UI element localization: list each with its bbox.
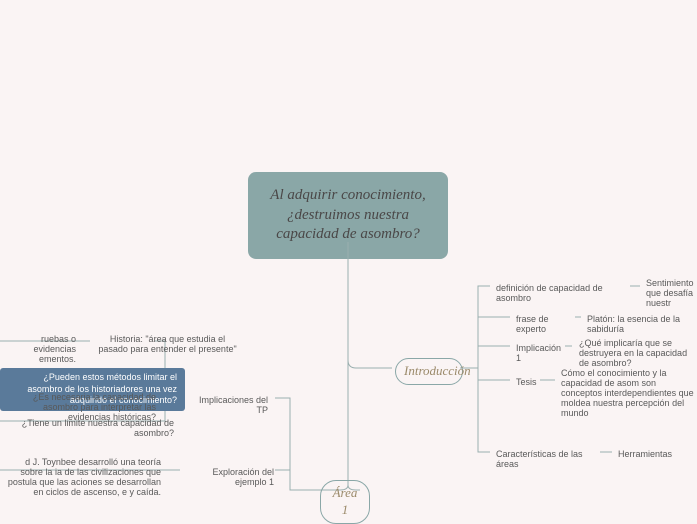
intro-frase[interactable]: frase de experto — [512, 312, 582, 336]
intro-definicion[interactable]: definición de capacidad de asombro — [492, 281, 632, 305]
section-introduccion[interactable]: Introducción — [395, 358, 463, 385]
area1-implicaciones[interactable]: Implicaciones del TP — [182, 393, 272, 417]
area1-historia: Historia: "área que estudia el pasado pa… — [90, 332, 245, 356]
area1-toynbee: d J. Toynbee desarrolló una teoría sobre… — [0, 455, 165, 499]
intro-caracteristicas[interactable]: Características de las áreas — [492, 447, 602, 471]
section-area1[interactable]: Área 1 — [320, 480, 370, 524]
intro-frase-detail: Platón: la esencia de la sabiduría — [583, 312, 697, 336]
area1-exploracion[interactable]: Exploración del ejemplo 1 — [178, 465, 278, 489]
intro-caracteristicas-detail: Herramientas — [614, 447, 674, 461]
intro-implicacion1[interactable]: Implicación 1 — [512, 341, 572, 365]
intro-tesis-detail: Cómo el conocimiento y la capacidad de a… — [557, 366, 697, 420]
central-topic[interactable]: Al adquirir conocimiento, ¿destruimos nu… — [248, 172, 448, 259]
intro-definicion-detail: Sentimiento que desafía nuestr — [642, 276, 697, 310]
area1-q3: ¿Tiene un limite nuestra capacidad de as… — [8, 416, 178, 440]
area1-evidencias: ruebas o evidencias ementos. — [0, 332, 80, 366]
intro-tesis[interactable]: Tesis — [512, 375, 542, 389]
connector-central — [0, 0, 697, 520]
intro-implicacion1-detail: ¿Qué implicaría que se destruyera en la … — [575, 336, 697, 370]
